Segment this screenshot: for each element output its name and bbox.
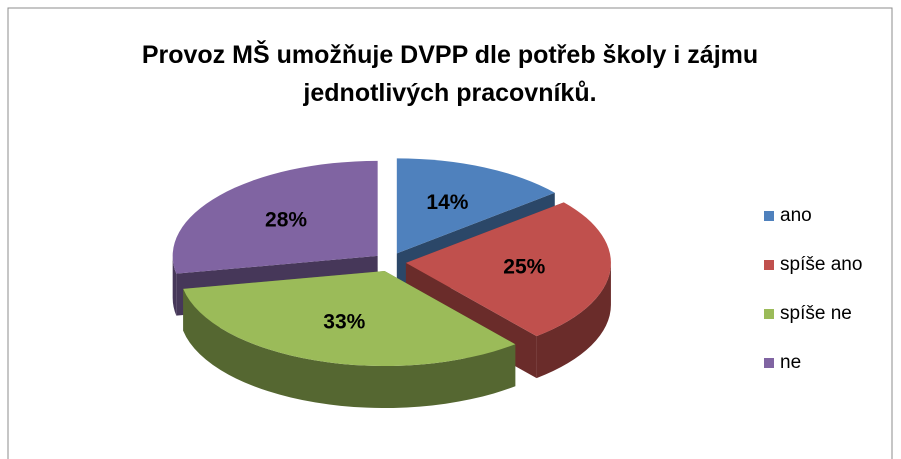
legend-label: ano bbox=[780, 205, 812, 226]
data-label: 28% bbox=[265, 208, 307, 231]
slice-top bbox=[396, 158, 555, 254]
slice-top bbox=[172, 160, 378, 274]
slice-top bbox=[405, 202, 611, 337]
legend-label: spíše ano bbox=[780, 254, 862, 275]
slice-side bbox=[172, 255, 177, 316]
legend-swatch bbox=[764, 309, 774, 319]
slice-side bbox=[183, 288, 516, 409]
chart-title: Provoz MŠ umožňuje DVPP dle potřeb školy… bbox=[141, 41, 759, 107]
data-label: 14% bbox=[426, 191, 468, 214]
data-label: 33% bbox=[323, 310, 365, 333]
legend-label: ne bbox=[780, 352, 801, 373]
slice bbox=[183, 271, 516, 409]
legend-swatch bbox=[764, 358, 774, 368]
legend-swatch bbox=[764, 211, 774, 221]
slice-side bbox=[536, 262, 611, 379]
data-label: 25% bbox=[503, 256, 545, 279]
legend-label: spíše ne bbox=[780, 303, 852, 324]
slice-top bbox=[183, 271, 516, 367]
legend-swatch bbox=[764, 260, 774, 270]
chart-border bbox=[7, 7, 893, 459]
